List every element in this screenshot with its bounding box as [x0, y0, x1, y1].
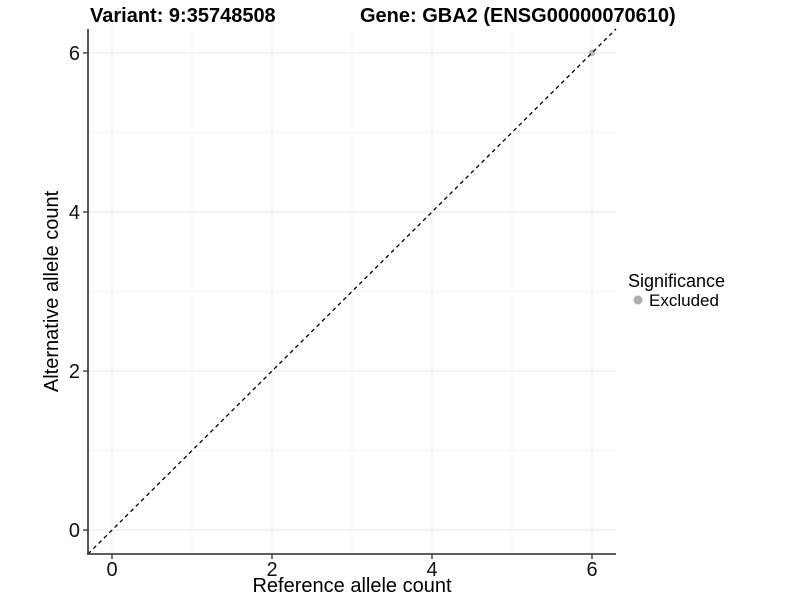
y-axis-title: Alternative allele count [41, 190, 63, 392]
x-tick-label: 4 [426, 559, 437, 581]
y-tick-label: 6 [69, 43, 80, 65]
x-tick-label: 0 [106, 559, 117, 581]
tick-labels: 0 2 4 6 0 2 4 6 [69, 43, 598, 581]
y-tick-label: 4 [69, 202, 80, 224]
plot-title-variant: Variant: 9:35748508 [90, 5, 276, 27]
x-tick-label: 6 [586, 559, 597, 581]
gridlines-major [88, 29, 616, 554]
y-tick-label: 2 [69, 361, 80, 383]
axis-lines [87, 29, 616, 555]
tick-marks [83, 52, 593, 559]
legend: Significance Excluded [628, 271, 725, 310]
x-axis-title: Reference allele count [252, 575, 451, 597]
plot-title-gene: Gene: GBA2 (ENSG00000070610) [360, 5, 676, 27]
y-tick-label: 0 [69, 520, 80, 542]
legend-key-dot [633, 295, 643, 305]
gridlines-minor [88, 29, 616, 554]
legend-item-label: Excluded [649, 291, 719, 310]
legend-title: Significance [628, 271, 725, 291]
x-tick-label: 2 [266, 559, 277, 581]
